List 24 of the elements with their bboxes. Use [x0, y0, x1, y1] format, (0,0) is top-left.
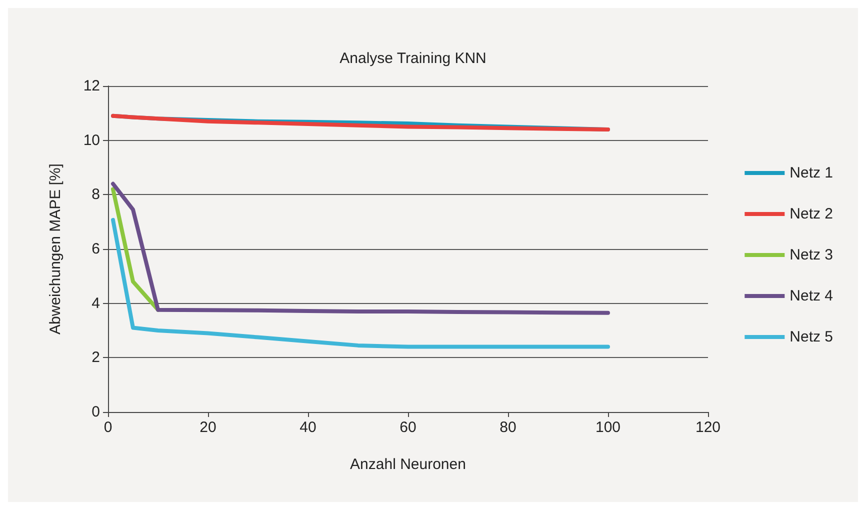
- y-tick-label: 12: [83, 78, 100, 94]
- y-tick-label: 4: [92, 294, 100, 312]
- x-tick-label: 20: [200, 419, 216, 436]
- x-tick-label: 40: [300, 419, 316, 436]
- x-axis-title: Anzahl Neuronen: [350, 456, 466, 473]
- y-tick-label: 6: [92, 240, 100, 258]
- legend-label: Netz 5: [790, 328, 834, 346]
- y-tick-label: 10: [83, 132, 100, 149]
- legend-label: Netz 4: [790, 288, 834, 304]
- y-tick-label: 0: [92, 404, 100, 420]
- legend-label: Netz 2: [790, 206, 834, 222]
- line-series: [111, 218, 610, 349]
- line-series: [111, 182, 610, 315]
- x-tick-label: 120: [695, 419, 721, 436]
- legend-label: Netz 1: [790, 164, 834, 182]
- x-tick-label: 100: [595, 419, 621, 436]
- y-axis-title: Abweichungen MAPE [%]: [47, 164, 64, 334]
- y-tick-label: 8: [92, 186, 100, 204]
- x-tick-label: 0: [104, 419, 112, 436]
- x-tick-label: 60: [400, 419, 416, 436]
- legend-label: Netz 3: [790, 246, 834, 264]
- y-tick-label: 2: [92, 349, 100, 366]
- x-tick-label: 80: [500, 419, 516, 436]
- chart-title: Analyse Training KNN: [340, 50, 486, 67]
